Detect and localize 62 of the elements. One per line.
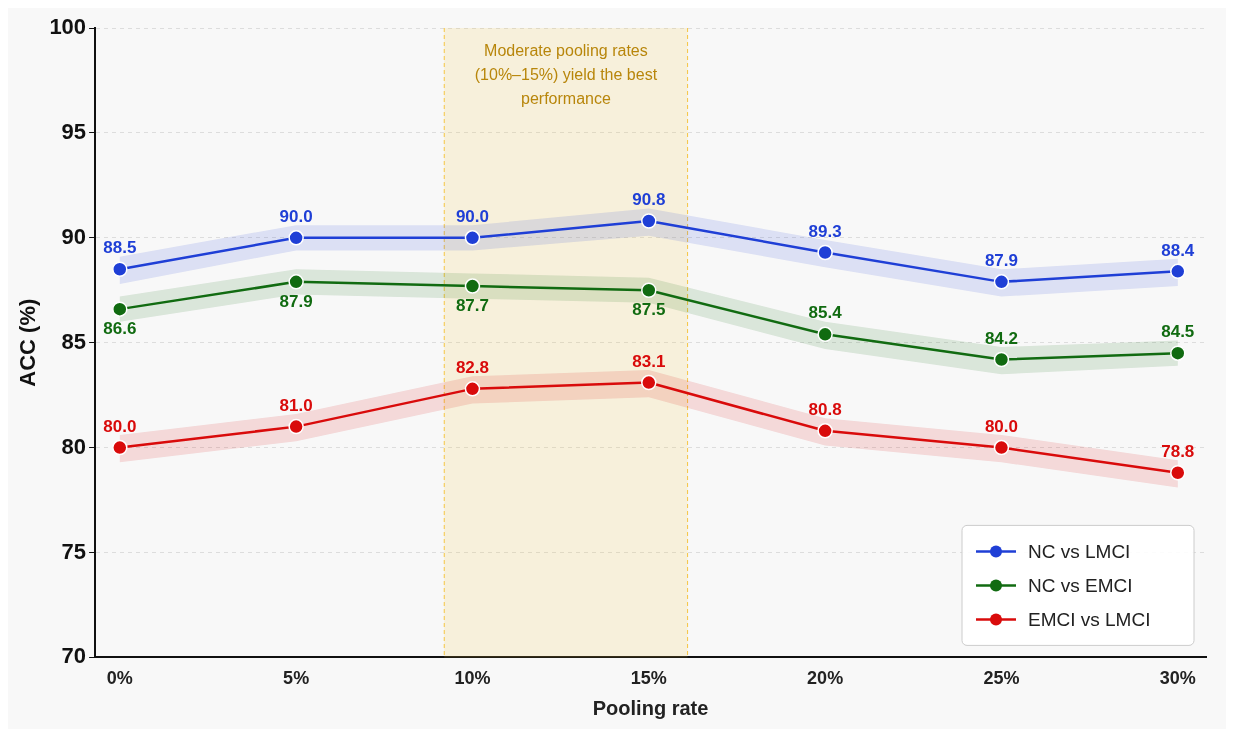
- data-label: 84.2: [984, 328, 1018, 348]
- data-label: 83.1: [632, 351, 666, 371]
- point: [993, 351, 1010, 368]
- x-tick-label: 10%: [454, 668, 491, 689]
- point: [817, 423, 833, 439]
- point: [1170, 263, 1186, 280]
- y-tick-label: 95: [61, 118, 87, 144]
- data-label: 80.8: [808, 400, 842, 419]
- data-label: 87.7: [455, 296, 489, 316]
- band-label: Moderate pooling rates (10%–15%) yield the best performance: [474, 42, 658, 108]
- point: [817, 326, 833, 343]
- point: [464, 230, 481, 246]
- data-label: 88.5: [103, 238, 137, 258]
- data-label: 87.5: [632, 300, 666, 320]
- point: [464, 381, 481, 397]
- y-tick-label: 90: [61, 223, 87, 249]
- data-label: 90.8: [632, 190, 666, 210]
- data-label: 86.6: [103, 319, 137, 339]
- legend-label: EMCI vs LMCI: [1028, 608, 1151, 630]
- point: [464, 278, 481, 294]
- data-label: 80.0: [103, 416, 137, 436]
- point: [817, 244, 833, 261]
- point: [641, 374, 657, 391]
- legend-label: NC vs EMCI: [1028, 574, 1133, 596]
- point: [641, 213, 657, 229]
- point: [112, 261, 128, 278]
- point: [112, 301, 128, 317]
- point: [1170, 345, 1186, 361]
- y-tick-label: 80: [61, 433, 87, 459]
- data-label: 87.9: [279, 292, 313, 312]
- y-tick-label: 70: [61, 643, 87, 669]
- data-label: 87.9: [984, 251, 1018, 271]
- point: [993, 274, 1010, 290]
- data-label: 78.8: [1161, 441, 1195, 461]
- x-tick-label: 25%: [983, 668, 1020, 689]
- data-label: 89.3: [808, 221, 842, 241]
- data-label: 88.4: [1161, 240, 1195, 260]
- legend-label: NC vs LMCI: [1028, 540, 1131, 562]
- x-axis-title: Pooling rate: [592, 696, 709, 719]
- data-label: 90.0: [279, 206, 313, 226]
- point: [641, 282, 657, 298]
- data-label: 85.4: [808, 303, 843, 323]
- point: [112, 439, 128, 456]
- y-tick-label: 75: [61, 538, 87, 564]
- data-label: 80.0: [984, 416, 1018, 436]
- y-tick-label: 85: [61, 328, 87, 354]
- point: [1170, 465, 1186, 481]
- data-label: 81.0: [279, 395, 313, 415]
- data-label: 84.5: [1161, 322, 1195, 342]
- point: [993, 439, 1010, 456]
- point: [288, 230, 304, 246]
- point: [288, 418, 304, 435]
- x-tick-label: 20%: [807, 668, 844, 689]
- y-axis-title: ACC (%): [15, 298, 41, 387]
- x-tick-label: 5%: [283, 668, 310, 689]
- data-label: 90.0: [455, 206, 489, 226]
- data-label: 82.8: [455, 358, 489, 378]
- x-tick-label: 0%: [106, 668, 133, 689]
- point: [288, 274, 304, 290]
- y-tick-label: 100: [49, 14, 87, 40]
- x-tick-label: 30%: [1159, 668, 1196, 689]
- x-tick-label: 15%: [630, 668, 667, 689]
